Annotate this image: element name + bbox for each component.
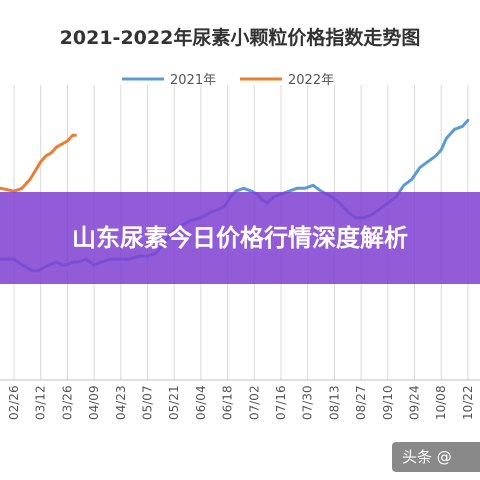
watermark: 头条 @ — [392, 442, 480, 472]
x-tick-label: 10/08 — [434, 385, 448, 420]
x-tick-label: 04/09 — [87, 385, 101, 420]
chart-title: 2021-2022年尿素小颗粒价格指数走势图 — [60, 26, 421, 49]
x-tick-label: 06/04 — [194, 385, 208, 420]
x-tick-label: 07/30 — [301, 385, 315, 420]
series-line — [0, 133, 77, 193]
x-tick-label: 05/21 — [167, 385, 181, 420]
headline-text: 山东尿素今日价格行情深度解析 — [72, 224, 408, 252]
x-tick-label: 08/27 — [354, 385, 368, 420]
legend: 2021年 2022年 — [122, 73, 334, 88]
x-tick-label: 06/18 — [221, 385, 235, 420]
legend-label: 2021年 — [170, 73, 216, 88]
x-tick-label: 10/22 — [461, 385, 475, 420]
x-tick-label: 03/12 — [34, 385, 48, 420]
x-tick-label: 05/07 — [141, 385, 155, 420]
headline-banner: 山东尿素今日价格行情深度解析 — [0, 192, 480, 284]
x-tick-label: 09/10 — [381, 385, 395, 420]
legend-label: 2022年 — [288, 73, 334, 88]
x-tick-label: 04/23 — [114, 385, 128, 420]
x-tick-label: 02/26 — [7, 385, 21, 420]
x-tick-label: 09/24 — [408, 385, 422, 420]
x-axis: 02/26 03/12 03/26 04/09 04/23 05/07 05/21 06/04… — [0, 379, 480, 420]
x-tick-label: 07/16 — [274, 385, 288, 420]
x-tick-label: 03/26 — [60, 385, 74, 420]
x-tick-label: 08/13 — [327, 385, 341, 420]
x-tick-label: 07/02 — [247, 385, 261, 420]
